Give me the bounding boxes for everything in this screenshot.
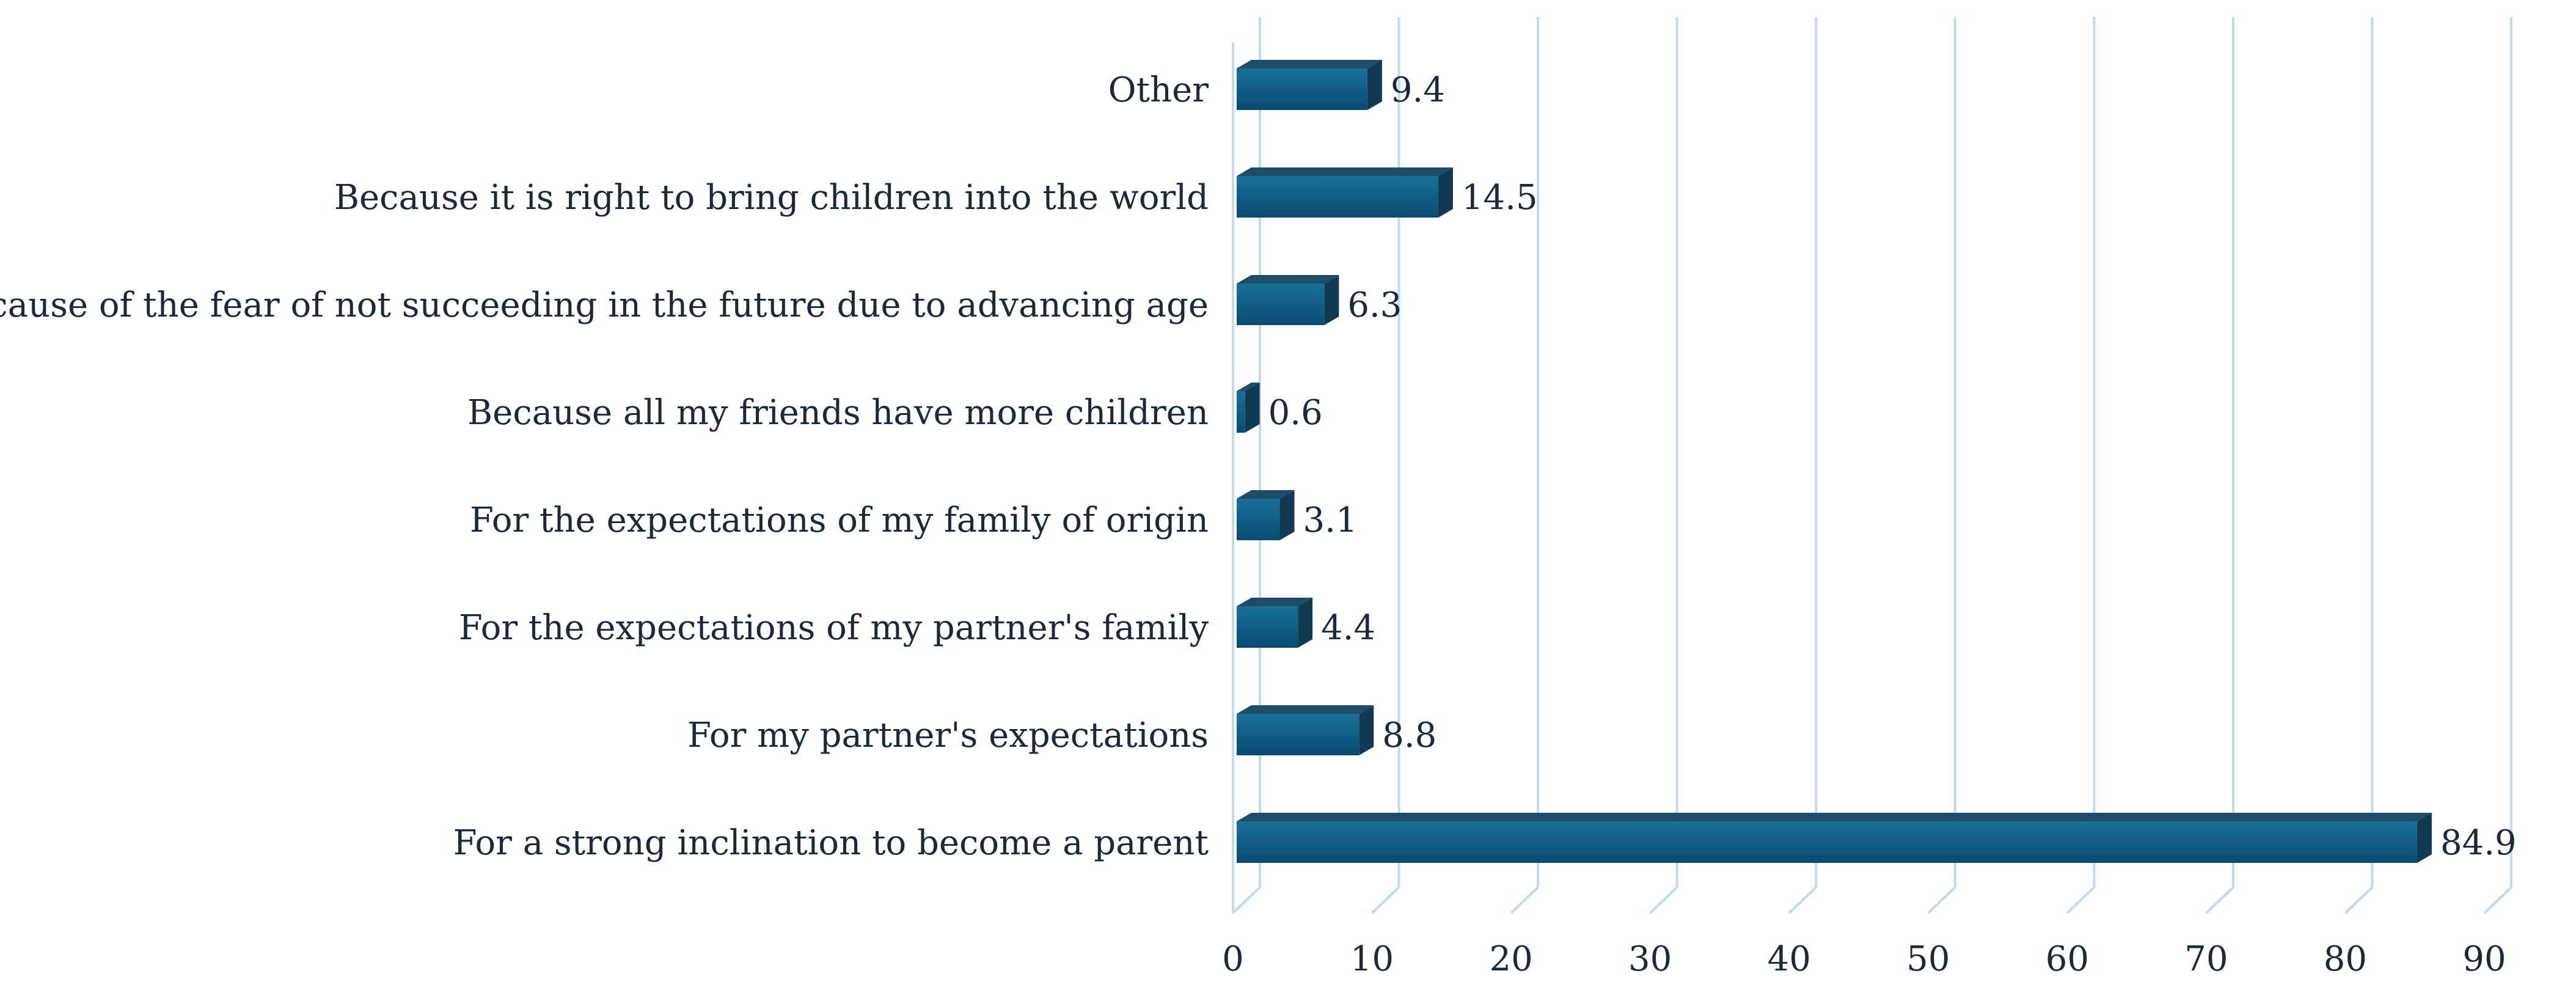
grid-layer: [1232, 17, 2512, 914]
bar: [1237, 813, 2432, 863]
bar-top-face: [1237, 167, 1453, 176]
x-tick-label: 80: [2324, 939, 2367, 979]
category-label: Because of the fear of not succeeding in…: [0, 285, 1209, 325]
category-label: Because it is right to bring children in…: [334, 178, 1209, 218]
data-labels: 9.4 14.5 6.3 0.6 3.1 4.4 8.8 84.9: [1268, 70, 2517, 863]
bar-front-face: [1237, 284, 1325, 325]
bar-side-face: [1245, 383, 1260, 433]
floor-line: [1788, 886, 1817, 914]
bar: [1237, 275, 1339, 325]
bar-front-face: [1237, 68, 1367, 110]
category-label: For the expectations of my partner's fam…: [459, 608, 1209, 648]
floor-line: [2344, 886, 2373, 914]
bar-top-face: [1237, 813, 2432, 821]
bar-top-face: [1237, 275, 1339, 284]
data-label: 6.3: [1347, 285, 1402, 325]
data-label: 8.8: [1382, 716, 1436, 755]
bar-side-face: [1324, 275, 1339, 325]
x-tick-label: 10: [1350, 939, 1394, 979]
bar-front-face: [1237, 606, 1298, 648]
data-label: 84.9: [2440, 823, 2517, 863]
bar: [1237, 60, 1382, 110]
data-label: 4.4: [1321, 608, 1375, 648]
data-label: 9.4: [1391, 70, 1445, 110]
data-label: 0.6: [1268, 393, 1323, 433]
bars: [1237, 60, 2432, 863]
bar: [1237, 167, 1453, 218]
bar-top-face: [1237, 383, 1260, 391]
floor-line: [1649, 886, 1678, 914]
floor-line: [1371, 886, 1400, 914]
bar-front-face: [1237, 176, 1438, 218]
x-axis: 0 10 20 30 40 50 60 70 80 90: [1222, 939, 2506, 979]
floor-line: [2483, 886, 2512, 914]
category-labels: Other Because it is right to bring childr…: [0, 70, 1209, 863]
x-tick-label: 70: [2184, 939, 2228, 979]
bar-side-face: [1367, 60, 1382, 110]
bar-side-face: [1359, 705, 1374, 755]
category-label: For a strong inclination to become a par…: [453, 823, 1209, 863]
x-tick-label: 30: [1628, 939, 1672, 979]
category-label: For my partner's expectations: [687, 716, 1209, 755]
bar-front-face: [1237, 821, 2417, 863]
bar-top-face: [1237, 490, 1295, 499]
x-tick-label: 50: [1906, 939, 1950, 979]
bar: [1237, 490, 1295, 540]
bar-side-face: [1438, 167, 1453, 218]
bar: [1237, 705, 1374, 755]
x-tick-label: 0: [1222, 939, 1244, 979]
category-label: Other: [1108, 70, 1209, 110]
bar-front-face: [1237, 391, 1245, 433]
bar-front-face: [1237, 714, 1359, 755]
x-tick-label: 60: [2046, 939, 2089, 979]
floor-line: [1232, 886, 1261, 914]
bar-top-face: [1237, 705, 1374, 714]
floor-line: [1510, 886, 1539, 914]
bar-front-face: [1237, 499, 1280, 540]
category-label: Because all my friends have more childre…: [467, 393, 1209, 433]
x-tick-label: 20: [1489, 939, 1532, 979]
data-label: 3.1: [1303, 501, 1358, 540]
bar-top-face: [1237, 60, 1382, 68]
bar-side-face: [1279, 490, 1295, 540]
bar: [1237, 383, 1260, 433]
category-label: For the expectations of my family of ori…: [470, 501, 1209, 540]
floor-line: [2066, 886, 2095, 914]
floor-line: [2205, 886, 2234, 914]
x-tick-label: 40: [1768, 939, 1811, 979]
bar-side-face: [1298, 598, 1313, 648]
bar-top-face: [1237, 598, 1313, 606]
data-label: 14.5: [1462, 178, 1538, 218]
floor-line: [1927, 886, 1956, 914]
bar-side-face: [2417, 813, 2432, 863]
bar: [1237, 598, 1313, 648]
x-tick-label: 90: [2462, 939, 2506, 979]
